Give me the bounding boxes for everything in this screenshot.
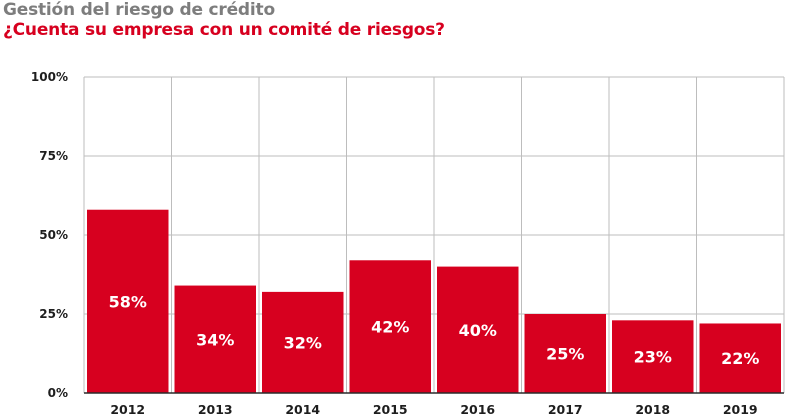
bar-2012 (87, 209, 169, 393)
bar-2019 (699, 323, 781, 393)
x-tick-label: 2013 (198, 402, 233, 417)
x-tick-label: 2018 (635, 402, 670, 417)
x-tick-label: 2014 (285, 402, 320, 417)
bar-2017 (524, 314, 606, 393)
bar-value-label: 22% (721, 349, 759, 368)
bar-value-label: 34% (196, 330, 234, 349)
labels: 58% 34% 32% 42% 40% 25% 23% 22% 0% 25% 50% 75% 100% 2… (31, 70, 759, 417)
x-tick-label: 2016 (460, 402, 495, 417)
grid-lines (83, 76, 785, 393)
x-tick-label: 2019 (723, 402, 758, 417)
bar-value-label: 32% (284, 333, 322, 352)
y-tick-label: 50% (39, 228, 68, 242)
y-tick-label: 100% (31, 70, 68, 84)
x-tick-label: 2017 (548, 402, 583, 417)
y-tick-label: 75% (39, 149, 68, 163)
bar-2018 (612, 320, 694, 393)
bar-value-label: 25% (546, 345, 584, 364)
bar-value-label: 42% (371, 318, 409, 337)
bar-2013 (174, 285, 256, 393)
chart-subtitle: ¿Cuenta su empresa con un comité de ries… (3, 20, 445, 40)
chart-title: Gestión del riesgo de crédito (3, 0, 275, 20)
bars (87, 209, 781, 393)
bar-value-label: 58% (109, 292, 147, 311)
x-tick-label: 2015 (373, 402, 408, 417)
x-tick-label: 2012 (110, 402, 145, 417)
bar-value-label: 40% (459, 321, 497, 340)
bar-2016 (437, 266, 519, 393)
bar-value-label: 23% (634, 348, 672, 367)
bar-2015 (349, 260, 431, 393)
y-tick-label: 0% (48, 386, 68, 400)
bar-2014 (262, 291, 344, 393)
y-tick-label: 25% (39, 307, 68, 321)
